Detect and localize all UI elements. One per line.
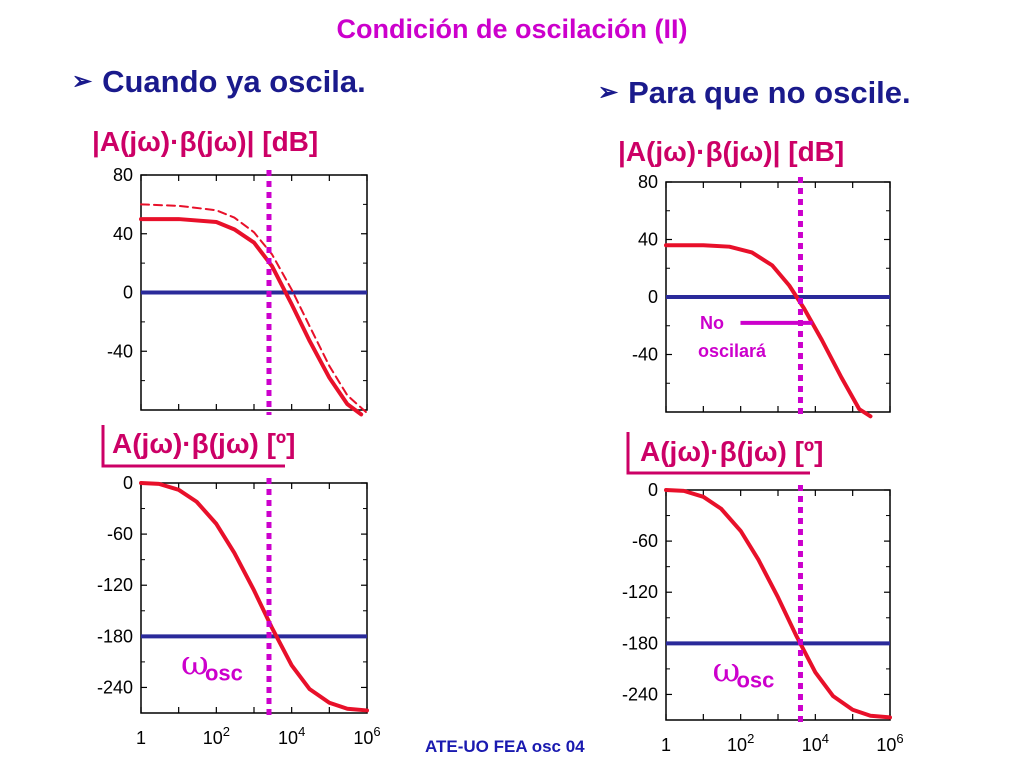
annotation-no: No (700, 313, 724, 333)
x-tick-label: 104 (802, 731, 829, 755)
omega-osc-subscript: osc (736, 667, 774, 692)
page-title: Condición de oscilación (II) (336, 14, 688, 44)
y-tick-label: 0 (123, 473, 133, 493)
y-tick-label: -40 (107, 341, 133, 361)
y-tick-label: -60 (632, 531, 658, 551)
curve-dashed (140, 203, 370, 416)
right-mag-plot: 80 40 0 -40 No oscilará (632, 172, 891, 419)
y-tick-label: -180 (97, 626, 133, 646)
y-tick-label: 40 (638, 230, 658, 250)
left-magnitude-title: |A(jω)·β(jω)| [dB] (92, 126, 319, 157)
bullet-right-text: Para que no oscile. (628, 75, 911, 110)
plot-frame (140, 482, 368, 714)
bullet-left-text: Cuando ya oscila. (102, 64, 366, 99)
omega-osc-symbol: ω (181, 643, 209, 683)
bullet-right: ➢ Para que no oscile. (598, 75, 911, 111)
left-phase-title: A(jω)·β(jω) [º] (112, 428, 296, 459)
y-tick-label: -120 (622, 582, 658, 602)
arrow-bullet-icon: ➢ (598, 79, 619, 106)
x-tick-label: 1 (136, 728, 146, 748)
curve-solid (664, 488, 892, 720)
y-tick-label: -180 (622, 633, 658, 653)
right-phase-title: A(jω)·β(jω) [º] (640, 436, 824, 467)
x-tick-label: 102 (727, 731, 754, 755)
bullet-left: ➢ Cuando ya oscila. (72, 64, 366, 100)
x-tick-label: 106 (353, 724, 380, 748)
y-tick-label: 40 (113, 224, 133, 244)
y-tick-label: -40 (632, 345, 658, 365)
y-tick-label: -240 (97, 677, 133, 697)
y-tick-label: -60 (107, 524, 133, 544)
curve-solid (664, 243, 873, 419)
y-tick-label: 80 (638, 172, 658, 192)
x-tick-label: 102 (203, 724, 230, 748)
curve-solid (139, 481, 369, 713)
y-tick-label: 0 (648, 480, 658, 500)
x-tick-label: 1 (661, 735, 671, 755)
y-tick-label: -120 (97, 575, 133, 595)
right-angle-symbol (626, 432, 810, 475)
right-magnitude-title: |A(jω)·β(jω)| [dB] (618, 136, 845, 167)
x-tick-label: 104 (278, 724, 305, 748)
left-mag-plot: 80 40 0 -40 (107, 165, 370, 417)
curve-solid (139, 217, 364, 417)
annotation-oscilara: oscilará (698, 341, 767, 361)
y-tick-label: 80 (113, 165, 133, 185)
x-tick-label: 106 (876, 731, 903, 755)
omega-osc-symbol: ω (712, 650, 740, 690)
arrow-bullet-icon: ➢ (72, 68, 93, 95)
y-tick-label: 0 (648, 287, 658, 307)
left-angle-symbol (101, 425, 285, 468)
footer-label: ATE-UO FEA osc 04 (425, 737, 585, 756)
plot-frame (665, 489, 891, 721)
omega-osc-subscript: osc (205, 660, 243, 685)
y-tick-label: 0 (123, 283, 133, 303)
y-tick-label: -240 (622, 684, 658, 704)
